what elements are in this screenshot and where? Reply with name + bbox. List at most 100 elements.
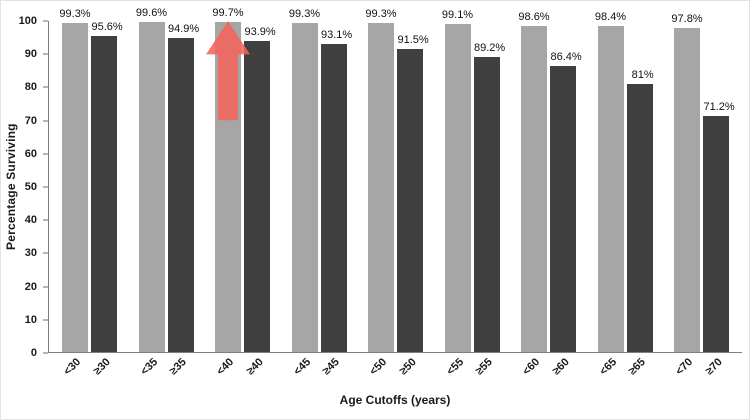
y-tick-label: 30 [24, 247, 37, 260]
bar-value-label: 99.1% [441, 8, 474, 21]
bar-value-label: 91.5% [397, 34, 429, 47]
bar-≥60 [550, 66, 576, 352]
bar-value-label: 98.6% [518, 10, 550, 23]
bar-column: 81% ≥65 [626, 21, 654, 377]
x-category-label: ≥55 [473, 356, 495, 378]
bar-<50 [368, 23, 394, 352]
bar-≥50 [397, 49, 423, 352]
bar-column: 97.8% <70 [671, 13, 702, 377]
y-tick-mark [43, 252, 48, 254]
bar-column: 71.2% ≥70 [703, 21, 735, 377]
y-tick-mark [43, 319, 48, 321]
bar-value-label: 99.3% [365, 8, 397, 21]
x-category-label: ≥35 [167, 356, 189, 378]
bar-column: 95.6% ≥30 [91, 21, 123, 377]
bar-group-lt40: 99.7% <40 93.9% ≥40 [206, 7, 276, 378]
bar-<55 [444, 23, 471, 352]
y-tick-label: 70 [24, 114, 37, 127]
bar-column: 93.9% ≥40 [244, 21, 276, 377]
bar-<60 [521, 25, 547, 352]
bar-<45 [291, 23, 318, 352]
bar-group-lt35: 99.6% <35 94.9% ≥35 [136, 7, 199, 377]
y-tick-label: 50 [24, 181, 37, 193]
x-category-label: ≥60 [550, 356, 572, 378]
y-tick-mark [43, 86, 48, 88]
bar-value-label: 99.6% [135, 7, 168, 20]
bar-group-lt50: 99.3% <50 91.5% ≥50 [365, 8, 429, 377]
bar-column: 99.6% <35 [136, 7, 167, 377]
x-category-label: <45 [291, 356, 313, 378]
bar-column: 99.1% <55 [442, 9, 473, 378]
bar-value-label: 94.9% [168, 22, 200, 35]
bar-value-label: 89.2% [474, 41, 506, 54]
x-category-label: ≥65 [626, 356, 648, 378]
bar-column: 86.4% ≥60 [550, 21, 582, 377]
bar-column: 99.3% <30 [59, 8, 90, 377]
x-category-label: ≥50 [397, 356, 419, 378]
y-tick-label: 20 [24, 280, 37, 293]
bar-group-lt55: 99.1% <55 89.2% ≥55 [442, 9, 505, 378]
x-axis-title: Age Cutoffs (years) [339, 393, 451, 407]
bar-≥70 [703, 116, 729, 352]
bar-value-label: 71.2% [703, 101, 735, 114]
y-tick-label: 90 [24, 48, 37, 61]
bar-column: 89.2% ≥55 [473, 21, 505, 377]
bar-≥30 [91, 35, 117, 352]
bar-≥65 [626, 83, 653, 352]
plot-area: 99.3% <30 95.6% ≥30 99.6% <35 94.9% ≥35 99.7% <40… [48, 7, 742, 378]
bar-column: 91.5% ≥50 [397, 21, 429, 377]
x-category-label: <70 [673, 356, 696, 378]
bar-group-lt60: 98.6% <60 86.4% ≥60 [518, 11, 582, 378]
bar-value-label: 99.7% [212, 7, 244, 19]
bar-column: 99.3% <45 [289, 8, 320, 377]
bar-group-lt70: 97.8% <70 71.2% ≥70 [671, 13, 735, 377]
y-tick-label: 100 [18, 15, 37, 27]
bar-≥40 [244, 41, 270, 352]
bar-<70 [674, 28, 700, 352]
bar-value-label: 93.1% [321, 28, 353, 41]
bar-value-label: 97.8% [671, 13, 703, 26]
y-tick-label: 80 [24, 81, 37, 94]
bar-≥35 [167, 37, 194, 352]
bar-value-label: 99.3% [59, 8, 91, 21]
bar-value-label: 86.4% [550, 51, 582, 64]
y-tick-mark [43, 352, 48, 354]
x-category-label: <55 [444, 356, 466, 378]
x-category-label: <30 [61, 356, 84, 378]
bar-column: 98.6% <60 [518, 11, 549, 378]
x-category-label: ≥40 [244, 356, 266, 378]
x-category-label: ≥45 [320, 356, 342, 378]
y-tick-label: 10 [24, 313, 37, 326]
bar-group-lt65: 98.4% <65 81% ≥65 [595, 11, 654, 377]
bar-column: 93.1% ≥45 [320, 21, 352, 377]
y-tick-mark [43, 286, 48, 288]
bar-≥55 [473, 56, 500, 352]
y-tick-mark [43, 53, 48, 55]
x-category-label: <40 [214, 356, 237, 378]
bar-column: 98.4% <65 [595, 11, 626, 377]
bar-value-label: 81% [631, 68, 654, 81]
bar-column: 99.7% <40 [206, 7, 250, 378]
x-category-label: <50 [367, 356, 390, 378]
bar-<30 [62, 23, 88, 352]
y-tick-label: 60 [24, 147, 37, 160]
x-category-label: ≥30 [91, 356, 113, 378]
bar-≥45 [320, 43, 347, 352]
bar-<35 [138, 22, 165, 352]
y-tick-label: 40 [24, 214, 37, 227]
highlight-up-arrow-icon [206, 21, 250, 121]
x-category-label: ≥70 [703, 356, 725, 378]
bar-value-label: 95.6% [91, 20, 123, 33]
x-category-label: <65 [597, 356, 619, 378]
y-tick-label: 0 [30, 347, 37, 359]
x-category-label: <35 [138, 356, 160, 378]
y-tick-mark [43, 20, 48, 22]
y-tick-mark [43, 120, 48, 122]
bar-column: 99.3% <50 [365, 8, 396, 377]
bar-group-lt45: 99.3% <45 93.1% ≥45 [289, 8, 352, 377]
bar-value-label: 99.3% [288, 8, 321, 21]
y-tick-mark [43, 186, 48, 188]
bar-value-label: 93.9% [244, 26, 276, 39]
x-category-label: <60 [520, 356, 543, 378]
